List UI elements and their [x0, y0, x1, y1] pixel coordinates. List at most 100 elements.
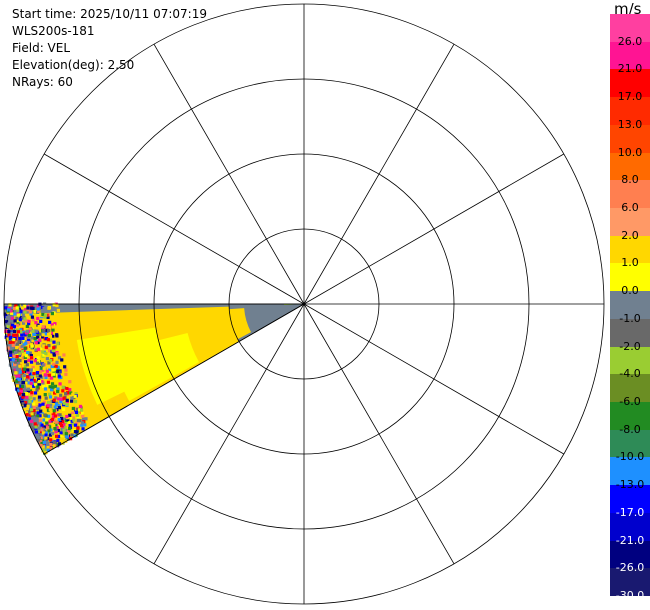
- noise-pixel: [17, 350, 21, 354]
- noise-pixel: [14, 333, 19, 337]
- noise-pixel: [80, 423, 84, 427]
- noise-pixel: [34, 341, 38, 345]
- noise-pixel: [71, 422, 75, 426]
- noise-pixel: [54, 402, 59, 406]
- noise-pixel: [50, 432, 55, 436]
- noise-pixel: [51, 385, 55, 389]
- noise-pixel: [52, 303, 56, 307]
- noise-pixel: [25, 407, 29, 411]
- noise-pixel: [32, 410, 36, 414]
- noise-pixel: [25, 413, 29, 417]
- colorbar-segment: [610, 152, 650, 181]
- noise-pixel: [19, 309, 23, 314]
- noise-pixel: [53, 426, 57, 430]
- colorbar-segment: [610, 374, 650, 403]
- noise-pixel: [62, 423, 66, 427]
- noise-pixel: [17, 377, 21, 382]
- noise-pixel: [69, 391, 73, 395]
- noise-pixel: [13, 351, 18, 355]
- noise-pixel: [53, 384, 58, 388]
- noise-pixel: [7, 333, 11, 337]
- noise-pixel: [37, 382, 42, 386]
- noise-pixel: [47, 414, 51, 418]
- noise-pixel: [58, 422, 63, 426]
- noise-pixel: [65, 414, 69, 419]
- noise-pixel: [33, 422, 37, 426]
- noise-pixel: [70, 399, 74, 403]
- noise-pixel: [42, 344, 46, 348]
- noise-pixel: [40, 423, 44, 427]
- noise-pixel: [50, 311, 55, 316]
- noise-pixel: [41, 402, 45, 406]
- noise-pixel: [57, 374, 61, 378]
- noise-pixel: [10, 323, 15, 328]
- noise-pixel: [45, 418, 49, 422]
- noise-pixel: [54, 373, 58, 377]
- noise-pixel: [39, 440, 43, 444]
- noise-pixel: [21, 395, 25, 399]
- noise-pixel: [46, 403, 50, 408]
- noise-pixel: [16, 304, 20, 308]
- noise-pixel: [35, 388, 39, 392]
- noise-pixel: [15, 355, 19, 359]
- noise-pixel: [63, 417, 67, 421]
- noise-pixel: [67, 428, 72, 432]
- noise-pixel: [79, 408, 84, 412]
- noise-pixel: [81, 421, 85, 425]
- noise-pixel: [32, 429, 36, 433]
- noise-pixel: [36, 378, 41, 382]
- noise-pixel: [45, 328, 49, 332]
- noise-pixel: [48, 433, 53, 437]
- noise-pixel: [26, 336, 31, 340]
- noise-pixel: [19, 387, 23, 391]
- noise-pixel: [41, 335, 45, 339]
- noise-pixel: [70, 419, 74, 423]
- noise-pixel: [32, 332, 36, 336]
- noise-pixel: [32, 371, 36, 376]
- noise-pixel: [57, 417, 61, 422]
- noise-pixel: [47, 361, 51, 365]
- colorbar-segment: [610, 208, 650, 237]
- noise-pixel: [9, 326, 14, 330]
- noise-pixel: [29, 375, 34, 379]
- polar-grid: [3, 3, 605, 605]
- noise-pixel: [56, 342, 60, 346]
- noise-pixel: [71, 406, 75, 411]
- noise-pixel: [43, 373, 47, 377]
- noise-pixel: [64, 372, 68, 376]
- colorbar-segment: [610, 124, 650, 154]
- noise-pixel: [13, 319, 17, 323]
- noise-pixel: [24, 360, 28, 364]
- noise-pixel: [29, 368, 33, 372]
- noise-pixel: [41, 445, 45, 449]
- noise-pixel: [51, 349, 55, 353]
- noise-pixel: [52, 362, 56, 366]
- colorbar-segment: [610, 41, 650, 70]
- noise-pixel: [45, 421, 49, 425]
- noise-pixel: [18, 318, 22, 322]
- noise-pixel: [51, 368, 55, 372]
- noise-pixel: [30, 399, 34, 404]
- noise-pixel: [31, 329, 35, 333]
- noise-pixel: [64, 428, 68, 433]
- noise-pixel: [23, 319, 27, 323]
- noise-pixel: [36, 407, 40, 411]
- noise-pixel: [4, 320, 9, 324]
- noise-pixel: [25, 329, 29, 333]
- noise-pixel: [49, 438, 53, 442]
- noise-pixel: [31, 318, 35, 322]
- noise-pixel: [30, 344, 34, 348]
- noise-pixel: [21, 402, 25, 406]
- noise-pixel: [36, 347, 41, 351]
- noise-pixel: [26, 368, 30, 372]
- noise-pixel: [32, 379, 36, 383]
- noise-pixel: [40, 379, 44, 384]
- azimuth-spoke: [153, 303, 305, 565]
- noise-pixel: [47, 328, 51, 333]
- noise-pixel: [44, 361, 48, 365]
- noise-pixel: [27, 322, 31, 326]
- noise-pixel: [32, 384, 36, 388]
- noise-pixel: [18, 364, 22, 368]
- noise-pixel: [35, 371, 40, 375]
- noise-pixel: [20, 349, 25, 353]
